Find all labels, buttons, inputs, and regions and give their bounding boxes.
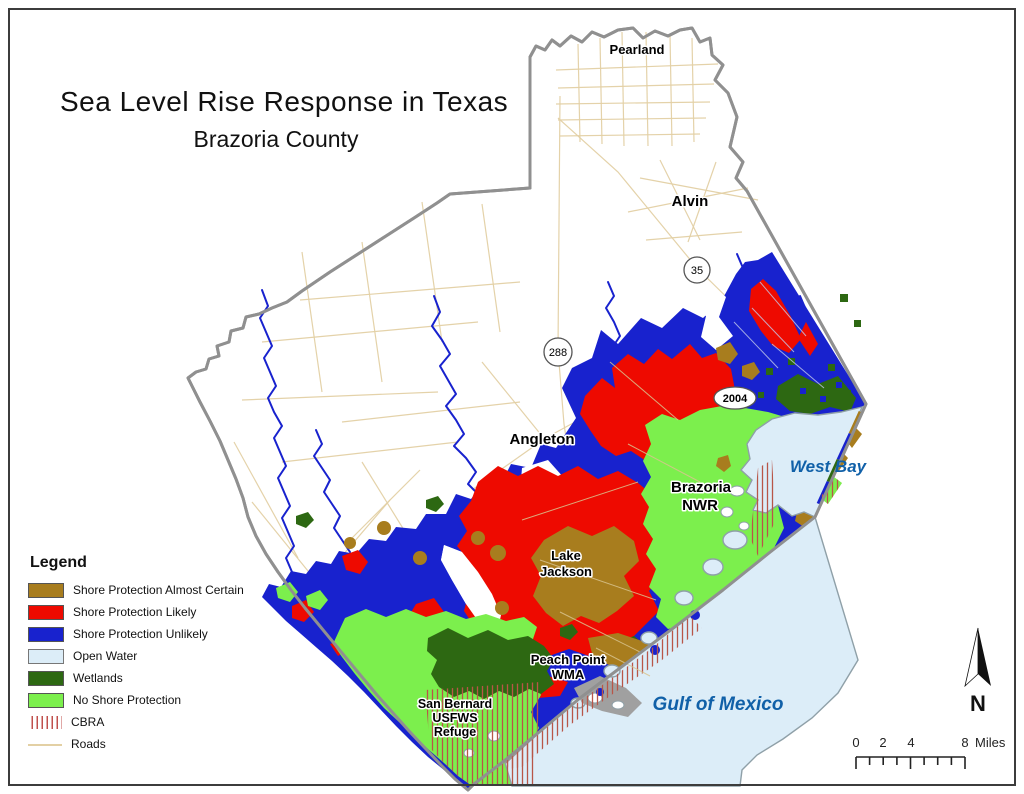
- legend-label: Shore Protection Unlikely: [73, 627, 208, 641]
- cbra-hatch-layer: [425, 460, 842, 786]
- label-lake-jackson-1: Lake: [551, 548, 581, 563]
- river-corridor: [441, 545, 501, 634]
- legend-label: No Shore Protection: [73, 693, 182, 707]
- scale-ticks: [855, 756, 966, 769]
- swatch-likely: [28, 604, 64, 620]
- legend-label: Shore Protection Likely: [73, 605, 197, 619]
- scale-tick-4: 4: [907, 735, 914, 750]
- legend-item-unlikely: Shore Protection Unlikely: [28, 626, 244, 642]
- north-arrow: N: [946, 616, 1016, 721]
- legend-item-cbra: CBRA: [28, 715, 244, 729]
- wetland-checker: [800, 382, 842, 402]
- roads-over-blue: [733, 281, 825, 389]
- legend: Legend Shore Protection Almost Certain S…: [28, 554, 244, 759]
- swatch-no-shore-protection: [28, 692, 64, 708]
- legend-label: CBRA: [71, 715, 105, 729]
- scale-bar: 0 2 4 8 Miles: [845, 726, 1020, 777]
- legend-item-no-shore-protection: No Shore Protection: [28, 692, 244, 708]
- swatch-wetlands: [28, 670, 64, 686]
- scale-unit: Miles: [975, 735, 1006, 750]
- label-peach-point-1: Peach Point: [531, 652, 606, 667]
- highway-shield-35: 35: [683, 256, 711, 284]
- label-san-bernard-2: USFWS: [432, 711, 477, 725]
- page-subtitle: Brazoria County: [193, 126, 359, 152]
- shield-35-label: 35: [691, 265, 703, 277]
- north-arrow-right-half: [978, 628, 991, 686]
- county-boundary-stroke: [186, 26, 868, 792]
- legend-label: Shore Protection Almost Certain: [73, 583, 244, 597]
- place-labels: Pearland Alvin Angleton Lake Jackson Bra…: [416, 41, 868, 741]
- label-lake-jackson-2: Jackson: [540, 564, 592, 579]
- legend-item-wetlands: Wetlands: [28, 670, 244, 686]
- scale-tick-0: 0: [852, 735, 859, 750]
- label-brazoria-nwr-1: Brazoria: [671, 479, 732, 496]
- legend-item-open-water: Open Water: [28, 648, 244, 664]
- north-arrow-left-half: [964, 627, 979, 688]
- label-san-bernard-1: San Bernard: [418, 697, 492, 711]
- swatch-open-water: [28, 648, 64, 664]
- label-west-bay: West Bay: [790, 457, 868, 476]
- label-pearland: Pearland: [610, 42, 665, 57]
- page-title: Sea Level Rise Response in Texas: [60, 86, 509, 117]
- north-arrow-label: N: [970, 691, 986, 716]
- swatch-roads: [28, 737, 62, 751]
- legend-item-roads: Roads: [28, 737, 244, 751]
- shield-288-label: 288: [549, 347, 567, 359]
- swatch-almost-certain: [28, 582, 64, 598]
- roads-over-zones: [521, 361, 701, 677]
- legend-item-likely: Shore Protection Likely: [28, 604, 244, 620]
- label-brazoria-nwr-2: NWR: [682, 497, 718, 514]
- legend-label: Roads: [71, 737, 106, 751]
- label-gulf-of-mexico: Gulf of Mexico: [653, 694, 784, 715]
- swatch-unlikely: [28, 626, 64, 642]
- highway-shield-288: 288: [543, 337, 573, 367]
- legend-heading: Legend: [30, 554, 87, 571]
- legend-label: Wetlands: [73, 671, 123, 685]
- legend-label: Open Water: [73, 649, 138, 663]
- shield-2004-label: 2004: [723, 393, 748, 405]
- label-alvin: Alvin: [672, 193, 709, 210]
- scale-tick-8: 8: [961, 735, 968, 750]
- label-peach-point-2: WMA: [552, 667, 585, 682]
- swatch-cbra-hatch: [28, 715, 62, 729]
- highway-shield-2004: 2004: [713, 386, 757, 410]
- label-angleton: Angleton: [510, 431, 575, 448]
- legend-item-almost-certain: Shore Protection Almost Certain: [28, 582, 244, 598]
- highway-shields: 35 288 2004: [543, 256, 757, 410]
- scale-tick-2: 2: [879, 735, 886, 750]
- label-san-bernard-3: Refuge: [434, 725, 476, 739]
